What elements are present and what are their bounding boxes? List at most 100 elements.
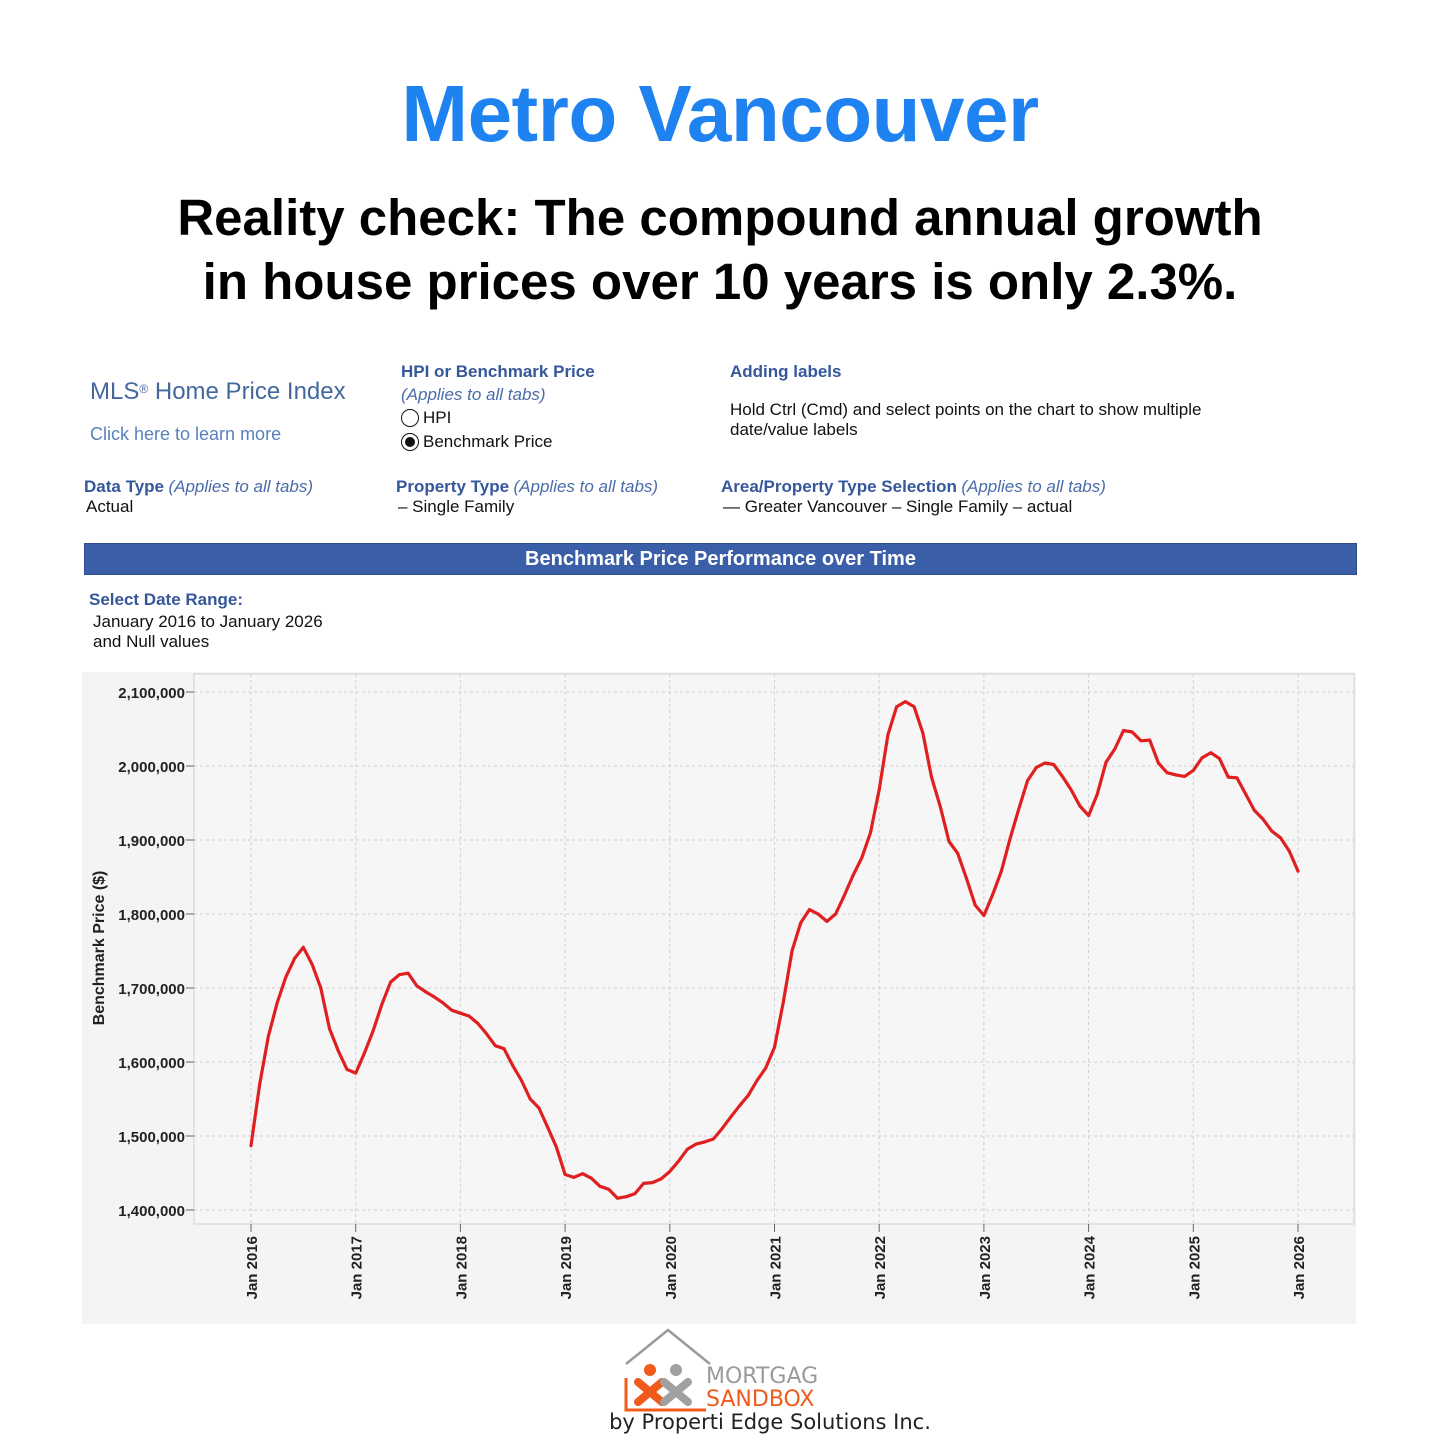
data-type-value[interactable]: Actual	[86, 497, 134, 516]
radio-checked-icon[interactable]	[401, 433, 419, 451]
date-range-value[interactable]: January 2016 to January 2026	[93, 612, 323, 631]
data-point	[441, 1001, 445, 1005]
x-tick-label: Jan 2024	[1082, 1235, 1099, 1299]
data-point	[546, 1125, 550, 1129]
data-point	[999, 869, 1003, 873]
data-point	[659, 1177, 663, 1181]
data-point	[589, 1176, 593, 1180]
adding-labels-line-1: Hold Ctrl (Cmd) and select points on the…	[730, 400, 1202, 419]
data-point	[860, 856, 864, 860]
x-tick-label: Jan 2022	[872, 1236, 889, 1299]
data-point	[912, 705, 916, 709]
data-point	[982, 914, 986, 917]
byline: by Properti Edge Solutions Inc.	[609, 1410, 931, 1434]
data-point	[249, 1144, 253, 1148]
data-point	[624, 1195, 628, 1199]
radio-option-benchmark-price[interactable]: Benchmark Price	[401, 432, 595, 452]
learn-more-link[interactable]: Click here to learn more	[90, 424, 282, 444]
data-point	[528, 1097, 532, 1101]
x-tick-label: Jan 2021	[768, 1236, 785, 1299]
date-range-heading: Select Date Range:	[89, 590, 243, 609]
data-point	[354, 1071, 358, 1075]
hpi-applies-note: (Applies to all tabs)	[401, 385, 546, 404]
area-selection-value[interactable]: — Greater Vancouver – Single Family – ac…	[723, 497, 1073, 516]
data-point	[711, 1137, 715, 1141]
radio-label: HPI	[423, 408, 452, 427]
data-point	[1122, 729, 1125, 732]
data-point	[319, 986, 323, 990]
data-point	[790, 949, 794, 953]
data-point	[598, 1184, 602, 1188]
line-layer	[249, 700, 1300, 1200]
area-selection-applies-note: (Applies to all tabs)	[961, 477, 1106, 496]
data-point	[1052, 763, 1056, 766]
data-point	[554, 1145, 558, 1149]
x-tick-label: Jan 2016	[244, 1236, 261, 1299]
data-point	[991, 893, 995, 897]
data-point	[293, 956, 297, 960]
hpi-heading: HPI or Benchmark Price	[401, 362, 595, 381]
data-point	[1078, 804, 1082, 808]
data-point	[1296, 869, 1300, 873]
logo-word-sandbox: SANDBOX	[706, 1387, 815, 1412]
subtitle-line-1: Reality check: The compound annual growt…	[177, 189, 1263, 246]
data-point	[1069, 788, 1073, 792]
data-point	[1287, 849, 1291, 853]
area-selection-filter[interactable]: Area/Property Type Selection (Applies to…	[721, 477, 1106, 517]
chart-banner: Benchmark Price Performance over Time	[84, 543, 1357, 575]
plot-area	[193, 673, 1355, 1225]
data-type-filter[interactable]: Data Type (Applies to all tabs) Actual	[84, 477, 313, 517]
page-subtitle: Reality check: The compound annual growt…	[60, 186, 1380, 314]
benchmark-price-chart[interactable]: 1,400,000 1,500,000 1,600,000 1,700,000 1,80…	[82, 672, 1356, 1324]
data-point	[258, 1082, 262, 1086]
data-point	[1270, 829, 1274, 833]
data-point	[851, 874, 855, 877]
data-point	[755, 1079, 759, 1082]
data-point	[921, 731, 925, 735]
data-point	[537, 1106, 541, 1110]
date-range-null-values: and Null values	[93, 632, 210, 651]
data-point	[886, 733, 890, 737]
data-point	[825, 919, 829, 923]
y-tick-label: 1,600,000	[118, 1055, 185, 1072]
data-point	[301, 945, 305, 949]
data-point	[1139, 739, 1143, 743]
radio-unchecked-icon[interactable]	[401, 409, 419, 427]
data-point	[895, 705, 899, 709]
axis-layer: 1,400,000 1,500,000 1,600,000 1,700,000 1,80…	[91, 685, 1308, 1299]
data-point	[1165, 771, 1169, 775]
y-tick-label: 1,400,000	[118, 1203, 185, 1220]
data-point	[1200, 756, 1204, 760]
x-tick-label: Jan 2026	[1291, 1236, 1308, 1299]
radio-option-hpi[interactable]: HPI	[401, 408, 595, 428]
data-point	[450, 1008, 454, 1012]
x-tick-label: Jan 2023	[977, 1236, 994, 1299]
data-point	[1095, 792, 1099, 796]
data-point	[1026, 779, 1029, 783]
logo-roof-icon	[625, 1328, 711, 1365]
data-point	[842, 894, 846, 897]
data-point	[1043, 761, 1047, 765]
data-point	[581, 1172, 585, 1176]
y-axis-label: Benchmark Price ($)	[91, 871, 108, 1026]
data-point	[266, 1034, 270, 1038]
data-point	[406, 971, 410, 975]
hpi-benchmark-selector: HPI or Benchmark Price (Applies to all t…	[401, 362, 595, 452]
data-point	[1183, 774, 1187, 778]
data-point	[773, 1045, 776, 1049]
data-point	[816, 912, 820, 916]
data-type-heading: Data Type	[84, 477, 164, 496]
data-point	[458, 1011, 462, 1015]
y-tick-label: 2,100,000	[118, 685, 185, 702]
date-range-selector[interactable]: Select Date Range: January 2016 to Janua…	[89, 590, 323, 652]
data-point	[1218, 757, 1221, 761]
property-type-filter[interactable]: Property Type (Applies to all tabs) – Si…	[396, 477, 658, 517]
data-point	[650, 1181, 654, 1185]
y-tick-label: 1,500,000	[118, 1129, 185, 1146]
data-point	[502, 1047, 506, 1051]
data-point	[1087, 814, 1091, 818]
data-point	[703, 1140, 707, 1144]
adding-labels-heading: Adding labels	[730, 362, 842, 381]
data-point	[799, 921, 803, 925]
property-type-value[interactable]: – Single Family	[398, 497, 515, 516]
